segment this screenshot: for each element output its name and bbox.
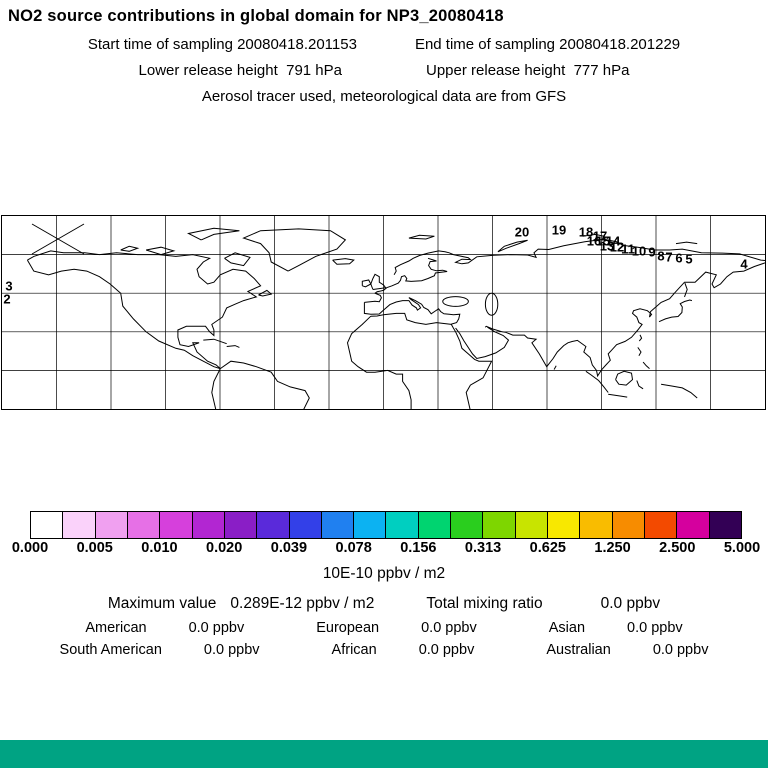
track-point-label-17: 17 [592, 228, 608, 244]
colorbar-tick-0.020: 0.020 [206, 540, 243, 556]
colorbar-cell-4 [160, 512, 193, 538]
colorbar-tick-5.000: 5.000 [723, 540, 761, 556]
region-contributions-row-2: South American 0.0 ppbv African 0.0 ppbv Aus… [0, 642, 768, 658]
colorbar-tick-2.500: 2.500 [659, 540, 696, 556]
track-point-label-14: 14 [605, 233, 621, 249]
track-point-label-3: 3 [5, 278, 13, 294]
colorbar-tick-0.039: 0.039 [270, 540, 308, 556]
colorbar-cell-15 [515, 512, 548, 538]
region-name-asian: Asian [548, 620, 586, 636]
tracer-text: Aerosol tracer used, meteorological data… [201, 88, 567, 105]
colorbar-cell-20 [677, 512, 710, 538]
colorbar-cell-14 [483, 512, 516, 538]
colorbar-tick-labels: 0.000 0.005 0.010 0.020 0.039 0.078 0.156 0.313… [12, 540, 760, 560]
end-time-text: End time of sampling 20080418.201229 [414, 36, 681, 53]
track-point-label-19: 19 [551, 222, 567, 238]
footer-bar [0, 740, 768, 768]
colorbar-tick-0.156: 0.156 [400, 540, 437, 556]
colorbar-cell-16 [548, 512, 581, 538]
track-point-label-20: 20 [514, 224, 530, 240]
total-mixing-ratio-label: Total mixing ratio [426, 595, 543, 612]
release-heights-line: Lower release height 791 hPa Upper relea… [0, 62, 768, 79]
colorbar-cell-8 [289, 512, 322, 538]
colorbar-tick-0.010: 0.010 [141, 540, 178, 556]
colorbar-cell-21 [709, 512, 741, 538]
station-marker [31, 223, 85, 255]
colorbar [30, 511, 742, 539]
track-point-label-18: 18 [578, 224, 594, 240]
track-point-label-2: 2 [3, 291, 11, 307]
colorbar-cell-11 [386, 512, 419, 538]
region-value-african: 0.0 ppbv [418, 642, 475, 658]
region-value-australian: 0.0 ppbv [652, 642, 709, 658]
tracer-line: Aerosol tracer used, meteorological data… [0, 88, 768, 105]
region-contributions-row-1: American 0.0 ppbv European 0.0 ppbv Asian 0.0… [0, 620, 768, 636]
track-point-label-5: 5 [685, 251, 693, 267]
colorbar-units-label: 10E-10 ppbv / m2 [322, 565, 446, 582]
track-point-label-16: 16 [586, 233, 602, 249]
track-point-label-10: 10 [631, 243, 647, 259]
track-point-label-6: 6 [675, 250, 683, 266]
colorbar-cell-3 [127, 512, 161, 538]
colorbar-cell-6 [224, 512, 258, 538]
region-value-south-american: 0.0 ppbv [203, 642, 260, 658]
maximum-value-label: Maximum value [107, 595, 217, 612]
coastlines-and-grid [2, 216, 765, 409]
colorbar-cell-7 [257, 512, 290, 538]
world-map: 20 19 18 17 16 15 14 13 12 11 10 9 8 7 6 5 4 3 2 [1, 215, 766, 410]
plot-title: NO2 source contributions in global domai… [8, 7, 504, 25]
track-point-label-7: 7 [665, 249, 673, 265]
colorbar-cell-1 [63, 512, 96, 538]
upper-release-height-text: Upper release height 777 hPa [426, 62, 630, 79]
total-mixing-ratio-value: 0.0 ppbv [600, 595, 661, 612]
colorbar-tick-0.625: 0.625 [529, 540, 566, 556]
region-value-asian: 0.0 ppbv [627, 620, 683, 636]
colorbar-cell-18 [612, 512, 645, 538]
region-value-american: 0.0 ppbv [188, 620, 245, 636]
colorbar-tick-1.250: 1.250 [594, 540, 631, 556]
stats-line: Maximum value 0.289E-12 ppbv / m2 Total … [0, 595, 768, 613]
colorbar-tick-0.313: 0.313 [464, 540, 502, 556]
track-point-label-12: 12 [609, 239, 625, 255]
region-name-european: European [316, 620, 380, 636]
colorbar-cell-13 [451, 512, 484, 538]
region-name-african: African [331, 642, 377, 658]
colorbar-tick-0.078: 0.078 [335, 540, 372, 556]
colorbar-cell-12 [418, 512, 452, 538]
sampling-times-line: Start time of sampling 20080418.201153 E… [0, 36, 768, 53]
colorbar-cell-5 [192, 512, 225, 538]
colorbar-cell-10 [354, 512, 387, 538]
colorbar-tick-0.005: 0.005 [76, 540, 113, 556]
region-name-american: American [85, 620, 147, 636]
colorbar-cell-19 [644, 512, 678, 538]
region-name-south-american: South American [59, 642, 162, 658]
region-value-european: 0.0 ppbv [421, 620, 477, 636]
region-name-australian: Australian [546, 642, 611, 658]
track-point-label-9: 9 [648, 244, 656, 260]
track-point-label-11: 11 [621, 241, 635, 257]
lower-release-height-text: Lower release height 791 hPa [138, 62, 342, 79]
colorbar-cell-0 [31, 512, 64, 538]
colorbar-cell-2 [95, 512, 128, 538]
colorbar-cell-9 [321, 512, 355, 538]
colorbar-tick-0.000: 0.000 [11, 540, 49, 556]
track-point-label-8: 8 [657, 248, 665, 264]
maximum-value: 0.289E-12 ppbv / m2 [230, 595, 375, 612]
track-point-label-4: 4 [740, 256, 748, 272]
colorbar-cell-17 [580, 512, 613, 538]
start-time-text: Start time of sampling 20080418.201153 [87, 36, 357, 53]
track-point-label-13: 13 [599, 238, 615, 254]
track-point-label-15: 15 [595, 233, 611, 249]
